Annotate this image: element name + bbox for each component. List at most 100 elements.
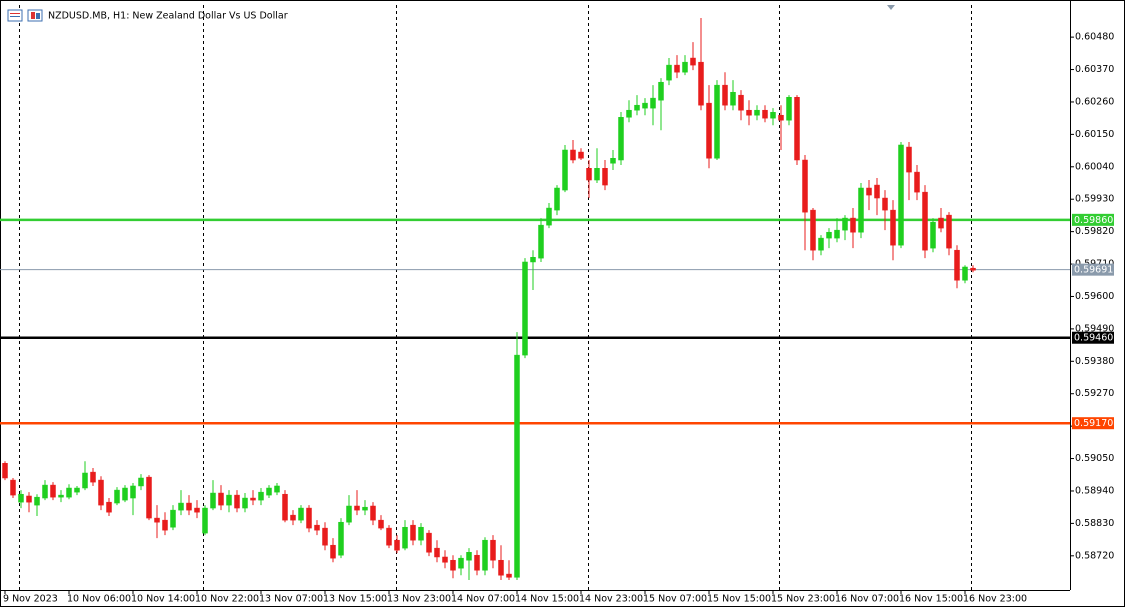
candle-body xyxy=(162,519,168,531)
candle-body xyxy=(490,539,496,561)
candle-body xyxy=(786,96,792,121)
candle-body xyxy=(394,539,400,551)
candle-body xyxy=(402,526,408,549)
candle-body xyxy=(186,502,192,511)
candle-body xyxy=(770,112,776,119)
x-tick-label: 14 Nov 23:00 xyxy=(579,594,643,605)
level-label-bg xyxy=(1072,263,1114,276)
candle-body xyxy=(298,507,304,521)
x-tick-label: 14 Nov 15:00 xyxy=(515,594,579,605)
y-tick-label: 0.60150 xyxy=(1075,129,1114,140)
candle-body xyxy=(610,157,616,164)
candle-body xyxy=(914,171,920,193)
icon-list[interactable] xyxy=(7,9,23,22)
candle-body xyxy=(274,485,280,493)
candle-body xyxy=(42,484,48,499)
candle-body xyxy=(882,197,888,211)
candle-body xyxy=(954,249,960,281)
candle-body xyxy=(362,506,368,511)
candle-body xyxy=(50,484,56,498)
candle-body xyxy=(930,221,936,249)
candle-body xyxy=(714,84,720,159)
candle-body xyxy=(138,477,144,487)
candle-body xyxy=(578,151,584,159)
candle-body xyxy=(634,104,640,111)
y-tick-label: 0.58940 xyxy=(1075,485,1114,496)
candles xyxy=(2,17,976,580)
candle-body xyxy=(82,472,88,489)
candle-body xyxy=(922,191,928,251)
x-tick-label: 15 Nov 07:00 xyxy=(643,594,707,605)
candle-body xyxy=(498,559,504,576)
candle-body xyxy=(306,507,312,529)
candle-body xyxy=(418,526,424,541)
y-tick-label: 0.58830 xyxy=(1075,518,1114,529)
x-tick-label: 9 Nov 2023 xyxy=(3,594,58,605)
candle-body xyxy=(458,557,464,569)
x-tick-label: 15 Nov 23:00 xyxy=(771,594,835,605)
level-label-bg xyxy=(1072,213,1114,226)
candle-body xyxy=(602,168,608,186)
candle-body xyxy=(218,492,224,506)
candle-body xyxy=(818,237,824,251)
candle-body xyxy=(674,64,680,73)
candle-body xyxy=(98,479,104,506)
candle-body xyxy=(482,539,488,571)
candle-body xyxy=(826,231,832,239)
candle-body xyxy=(170,509,176,528)
candle-body xyxy=(442,556,448,563)
candle-body xyxy=(946,214,952,249)
candle-body xyxy=(730,91,736,106)
chart-title: NZDUSD.MB, H1: New Zealand Dollar Vs US … xyxy=(48,11,288,22)
candle-body xyxy=(226,494,232,506)
candle-body xyxy=(178,502,184,511)
candle-body xyxy=(866,187,872,196)
candle-body xyxy=(842,217,848,231)
candle-body xyxy=(666,64,672,81)
period-separators xyxy=(19,5,972,590)
icon-bar xyxy=(36,13,40,19)
candle-body xyxy=(338,521,344,556)
x-tick-label: 16 Nov 15:00 xyxy=(899,594,963,605)
x-tick-label: 13 Nov 15:00 xyxy=(323,594,387,605)
level-label: 0.59460 xyxy=(1074,333,1113,344)
candle-body xyxy=(282,493,288,521)
candle-body xyxy=(90,471,96,483)
candle-body xyxy=(538,224,544,259)
candle-body xyxy=(802,159,808,213)
y-tick-label: 0.59050 xyxy=(1075,453,1114,464)
candle-body xyxy=(626,109,632,118)
candle-body xyxy=(746,109,752,116)
candle-body xyxy=(290,514,296,521)
candle-body xyxy=(378,519,384,529)
candle-body xyxy=(258,491,264,501)
shift-marker[interactable] xyxy=(887,5,895,10)
candle-body xyxy=(106,501,112,513)
candle-body xyxy=(386,527,392,546)
x-tick-label: 10 Nov 14:00 xyxy=(131,594,195,605)
candle-body xyxy=(346,505,352,523)
candle-body xyxy=(322,527,328,546)
y-tick-label: 0.59600 xyxy=(1075,291,1114,302)
candle-body xyxy=(506,573,512,578)
candle-body xyxy=(514,354,520,578)
candle-body xyxy=(890,209,896,246)
candle-body xyxy=(146,476,152,519)
candle-body xyxy=(906,146,912,173)
candle-body xyxy=(722,84,728,106)
candle-body xyxy=(370,505,376,521)
candle-body xyxy=(834,229,840,239)
level-label: 0.59170 xyxy=(1074,418,1113,429)
candle-body xyxy=(154,517,160,523)
candle-body xyxy=(194,507,200,513)
candle-body xyxy=(450,559,456,571)
candle-body xyxy=(58,494,64,498)
candle-body xyxy=(778,114,784,121)
candle-body xyxy=(650,97,656,109)
y-tick-label: 0.59490 xyxy=(1075,323,1114,334)
candle-body xyxy=(594,168,600,181)
candle-body xyxy=(410,524,416,541)
y-tick-label: 0.59930 xyxy=(1075,194,1114,205)
